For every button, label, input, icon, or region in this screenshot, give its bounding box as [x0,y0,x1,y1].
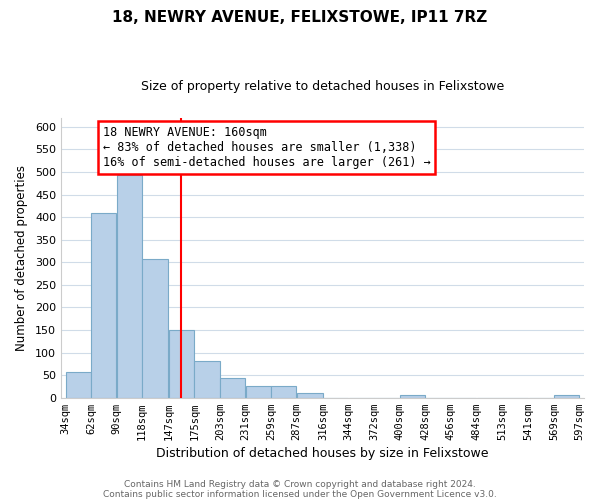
Bar [400,396,425,398]
Bar [66,372,91,398]
Text: 18, NEWRY AVENUE, FELIXSTOWE, IP11 7RZ: 18, NEWRY AVENUE, FELIXSTOWE, IP11 7RZ [112,10,488,25]
Title: Size of property relative to detached houses in Felixstowe: Size of property relative to detached ho… [141,80,504,93]
Bar [142,258,169,398]
Bar [194,360,220,398]
Bar [220,378,245,398]
Y-axis label: Number of detached properties: Number of detached properties [15,164,28,350]
Text: Contains HM Land Registry data © Crown copyright and database right 2024.: Contains HM Land Registry data © Crown c… [124,480,476,489]
Bar [297,393,323,398]
Text: 18 NEWRY AVENUE: 160sqm
← 83% of detached houses are smaller (1,338)
16% of semi: 18 NEWRY AVENUE: 160sqm ← 83% of detache… [103,126,431,169]
Bar [271,386,296,398]
Bar [245,386,271,398]
Bar [554,396,579,398]
X-axis label: Distribution of detached houses by size in Felixstowe: Distribution of detached houses by size … [156,447,489,460]
Bar [169,330,194,398]
Bar [91,212,116,398]
Text: Contains public sector information licensed under the Open Government Licence v3: Contains public sector information licen… [103,490,497,499]
Bar [117,175,142,398]
